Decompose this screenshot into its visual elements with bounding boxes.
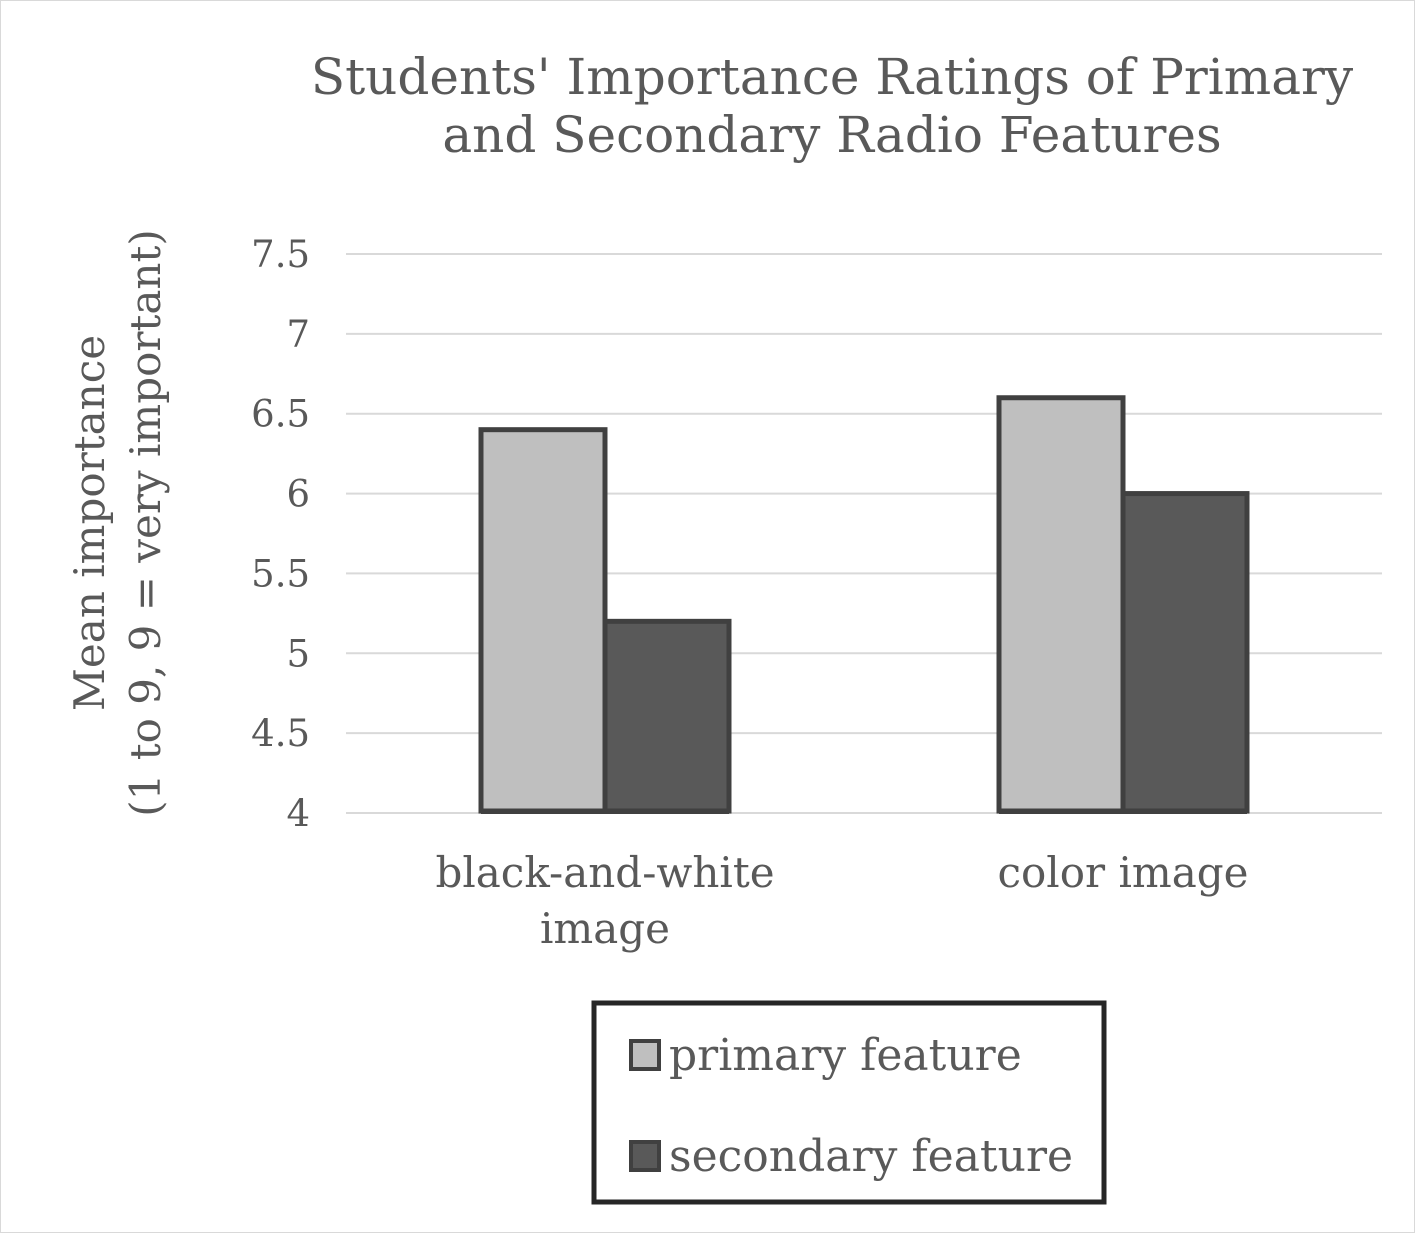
bar	[602, 618, 732, 814]
bar	[996, 395, 1126, 814]
y-tick-label: 7	[286, 313, 310, 356]
y-tick-label: 7.5	[251, 233, 310, 276]
y-tick-label: 6	[286, 473, 310, 516]
legend-swatch	[629, 1140, 661, 1172]
y-axis-label: Mean importance (1 to 9, 9 = very importa…	[65, 229, 170, 817]
bar	[478, 427, 608, 814]
y-tick-label: 5.5	[251, 552, 310, 595]
y-axis-ticks: 4 4.5 5 5.5 6 6.5 7 7.5	[251, 233, 310, 835]
legend-swatch	[629, 1039, 661, 1071]
legend-box	[591, 1000, 1107, 1205]
x-category-label: black-and-white	[435, 848, 774, 897]
bar	[1120, 491, 1250, 814]
legend-label: primary feature	[669, 1030, 1022, 1081]
y-tick-label: 5	[286, 632, 310, 675]
chart-title-line: and Secondary Radio Features	[442, 106, 1221, 164]
y-axis-label-line: (1 to 9, 9 = very important)	[121, 229, 170, 817]
bars	[478, 395, 1250, 814]
x-category-label: image	[540, 904, 670, 953]
y-tick-label: 4.5	[251, 712, 310, 755]
legend-label: secondary feature	[669, 1131, 1073, 1182]
y-tick-label: 6.5	[251, 393, 310, 436]
chart-title-line: Students' Importance Ratings of Primary	[311, 48, 1354, 106]
y-tick-label: 4	[286, 792, 310, 835]
y-axis-label-line: Mean importance	[65, 335, 114, 711]
chart-title: Students' Importance Ratings of Primarya…	[311, 48, 1354, 164]
x-category-label: color image	[998, 848, 1249, 897]
legend: primary feature secondary feature	[591, 1000, 1107, 1205]
x-axis-categories: black-and-white image color image	[435, 848, 1248, 953]
